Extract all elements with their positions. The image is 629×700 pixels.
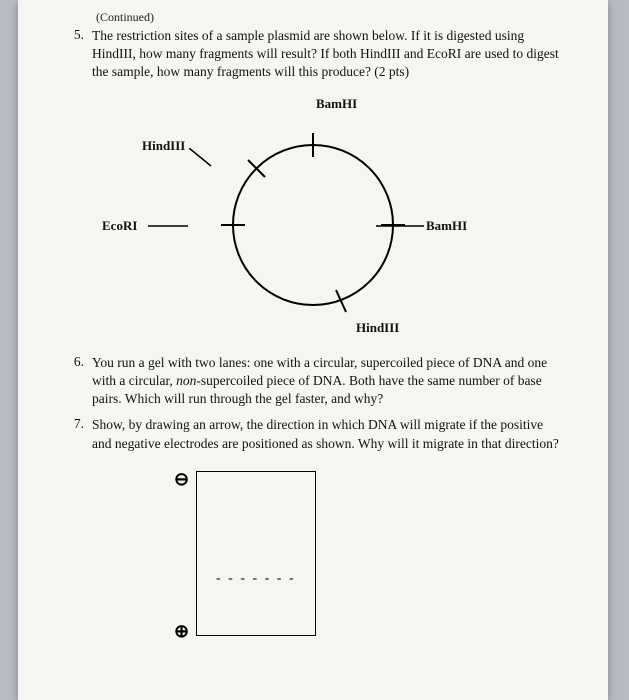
- positive-electrode-icon: ⊕: [174, 621, 189, 642]
- q7-text: Show, by drawing an arrow, the direction…: [92, 416, 560, 452]
- q6-text-content: You run a gel with two lanes: one with a…: [92, 355, 547, 406]
- gel-well-dashes: - - - - - - -: [216, 571, 296, 587]
- label-hindiii-bottom: HindIII: [356, 320, 399, 336]
- gel-diagram: ⊖ - - - - - - - ⊕: [66, 471, 560, 651]
- hindiii-top-leader: [189, 148, 219, 168]
- question-6: 6. You run a gel with two lanes: one wit…: [66, 354, 560, 409]
- label-hindiii-top: HindIII: [142, 138, 185, 154]
- q6-number: 6.: [66, 354, 92, 409]
- label-bamhi-right: BamHI: [426, 218, 467, 234]
- continued-label: (Continued): [96, 10, 560, 25]
- plasmid-diagram: BamHI HindIII EcoRI BamHI HindIII: [66, 90, 560, 340]
- q6-text: You run a gel with two lanes: one with a…: [92, 354, 560, 409]
- plasmid-svg: [148, 90, 478, 340]
- gel-box: [196, 471, 316, 636]
- worksheet-page: (Continued) 5. The restriction sites of …: [18, 0, 608, 700]
- q5-text: The restriction sites of a sample plasmi…: [92, 27, 560, 82]
- question-5: 5. The restriction sites of a sample pla…: [66, 27, 560, 82]
- negative-electrode-icon: ⊖: [174, 469, 189, 490]
- ecori-leader: [148, 220, 188, 232]
- question-7: 7. Show, by drawing an arrow, the direct…: [66, 416, 560, 452]
- label-bamhi-top: BamHI: [316, 96, 357, 112]
- q7-number: 7.: [66, 416, 92, 452]
- label-ecori: EcoRI: [102, 218, 137, 234]
- q5-number: 5.: [66, 27, 92, 82]
- bamhi-right-leader: [376, 220, 426, 232]
